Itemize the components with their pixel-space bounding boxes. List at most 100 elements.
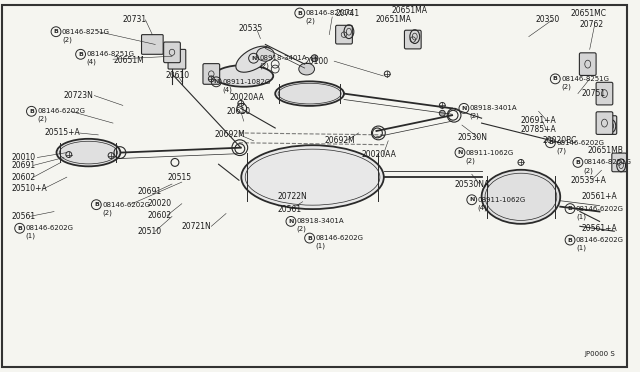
Text: 08911-1062G: 08911-1062G	[466, 150, 514, 155]
Text: 20350: 20350	[536, 15, 560, 25]
Text: B: B	[307, 235, 312, 241]
Ellipse shape	[241, 145, 384, 209]
Text: (2): (2)	[259, 63, 269, 69]
Text: 08146-6202G: 08146-6202G	[102, 202, 150, 208]
Text: B: B	[298, 10, 302, 16]
Text: 20510: 20510	[138, 227, 162, 236]
Text: 20692M: 20692M	[214, 131, 245, 140]
Text: 20691+A: 20691+A	[521, 116, 557, 125]
Text: 20535+A: 20535+A	[570, 176, 606, 185]
Text: B: B	[553, 76, 557, 81]
Text: 20785+A: 20785+A	[521, 125, 557, 134]
Text: N: N	[251, 56, 256, 61]
FancyBboxPatch shape	[602, 116, 617, 134]
Text: 20561: 20561	[12, 212, 36, 221]
Text: 20515+A: 20515+A	[44, 128, 80, 137]
Text: 20020AA: 20020AA	[362, 150, 397, 159]
FancyBboxPatch shape	[164, 42, 180, 62]
Ellipse shape	[481, 170, 560, 224]
Text: 20731: 20731	[123, 15, 147, 25]
Text: 20610: 20610	[226, 107, 250, 116]
Text: 20651MA: 20651MA	[391, 6, 427, 15]
Text: 08146-8251G: 08146-8251G	[561, 76, 609, 82]
Text: (2): (2)	[470, 113, 479, 119]
Text: (2): (2)	[561, 83, 571, 90]
FancyBboxPatch shape	[203, 64, 220, 84]
Text: N: N	[214, 79, 219, 84]
FancyBboxPatch shape	[596, 82, 613, 105]
Text: (2): (2)	[297, 226, 307, 232]
Ellipse shape	[214, 65, 273, 87]
Text: 20515: 20515	[167, 173, 191, 182]
Text: (2): (2)	[466, 157, 476, 164]
FancyBboxPatch shape	[596, 112, 613, 134]
Ellipse shape	[236, 46, 271, 72]
Text: 08146-8251G: 08146-8251G	[306, 10, 354, 16]
Text: 20741: 20741	[335, 9, 359, 17]
Text: (4): (4)	[477, 204, 488, 211]
Text: 08146-6202G: 08146-6202G	[576, 206, 624, 212]
Text: 20530NA: 20530NA	[454, 180, 490, 189]
Ellipse shape	[56, 139, 120, 166]
Text: 20561+A: 20561+A	[582, 192, 618, 201]
Text: (1): (1)	[26, 233, 36, 239]
Text: B: B	[29, 109, 34, 114]
Text: N: N	[288, 219, 294, 224]
Text: B: B	[568, 206, 573, 211]
Text: 20535: 20535	[239, 24, 263, 33]
Text: 08911-1062G: 08911-1062G	[477, 197, 526, 203]
FancyBboxPatch shape	[612, 153, 627, 172]
Text: (4): (4)	[222, 86, 232, 93]
Text: (2): (2)	[584, 167, 594, 173]
Text: 20651M: 20651M	[113, 56, 144, 65]
Text: 20723N: 20723N	[64, 91, 93, 100]
FancyBboxPatch shape	[141, 35, 163, 54]
Text: (4): (4)	[86, 59, 97, 65]
Text: 20020AA: 20020AA	[230, 93, 265, 102]
Text: 20020BC: 20020BC	[543, 136, 577, 145]
Text: (1): (1)	[576, 245, 586, 251]
Text: 08146-6202G: 08146-6202G	[316, 235, 364, 241]
Ellipse shape	[299, 63, 314, 75]
Text: 20561: 20561	[277, 205, 301, 214]
Text: B: B	[548, 140, 553, 145]
Text: 08146-6202G: 08146-6202G	[26, 225, 74, 231]
Text: B: B	[568, 238, 573, 243]
Ellipse shape	[275, 81, 344, 106]
Text: 20100: 20100	[305, 57, 329, 66]
Text: 08918-3401A: 08918-3401A	[297, 218, 344, 224]
Text: 20751: 20751	[582, 89, 606, 98]
Text: 08146-6202G: 08146-6202G	[37, 108, 85, 114]
Text: 20610: 20610	[165, 71, 189, 80]
Text: B: B	[94, 202, 99, 207]
Text: 08146-8251G: 08146-8251G	[584, 160, 632, 166]
Text: 20010: 20010	[12, 153, 36, 162]
Text: N: N	[469, 197, 474, 202]
FancyBboxPatch shape	[404, 30, 421, 49]
Text: B: B	[78, 52, 83, 57]
Text: 20692M: 20692M	[324, 136, 355, 145]
Text: 08911-1082G: 08911-1082G	[222, 79, 270, 85]
Text: 20602: 20602	[147, 211, 172, 220]
Text: 08146-8251G: 08146-8251G	[86, 51, 134, 57]
Text: (2): (2)	[102, 209, 112, 216]
Text: 20691: 20691	[12, 161, 36, 170]
Text: (1): (1)	[316, 243, 326, 249]
Text: N: N	[458, 150, 463, 155]
Text: B: B	[54, 29, 58, 34]
Text: 20762: 20762	[580, 20, 604, 29]
FancyBboxPatch shape	[168, 49, 186, 69]
Text: B: B	[17, 226, 22, 231]
Text: 20651MA: 20651MA	[376, 15, 412, 25]
Text: 20530N: 20530N	[457, 133, 487, 142]
Text: 08146-6202G: 08146-6202G	[556, 140, 604, 146]
Text: (2): (2)	[37, 116, 47, 122]
Text: 20651MC: 20651MC	[570, 9, 606, 17]
Text: (2): (2)	[306, 17, 316, 24]
Text: 08146-8251G: 08146-8251G	[62, 29, 110, 35]
Text: 08146-6202G: 08146-6202G	[576, 237, 624, 243]
Text: JP0000 S: JP0000 S	[585, 351, 616, 357]
Text: 08918-3401A: 08918-3401A	[470, 105, 517, 111]
Circle shape	[439, 110, 445, 116]
Text: 20602: 20602	[12, 173, 36, 182]
